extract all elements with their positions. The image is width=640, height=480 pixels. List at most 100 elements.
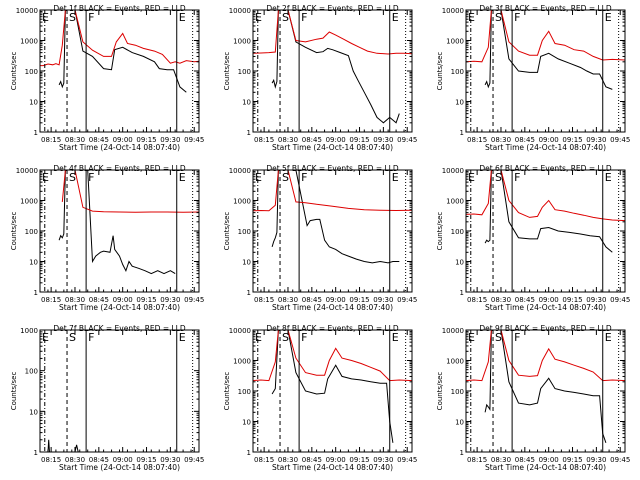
events-line [58,10,187,93]
x-axis-label: Start Time (24-Oct-14 08:07:40) [485,463,606,472]
x-axis-label: Start Time (24-Oct-14 08:07:40) [59,143,180,152]
marker-label: F [514,11,520,24]
panel-title: Det 2f BLACK = Events, RED = LLD [266,4,399,13]
marker-label: F [88,11,94,24]
x-tick-label: 09:45 [397,296,417,304]
x-tick-label: 08:45 [302,456,322,464]
marker-label: S [282,331,289,344]
x-tick-label: 09:30 [586,136,606,144]
y-axis-label: Counts/sec [223,372,231,411]
y-tick-label: 10 [242,259,251,267]
y-axis-label: Counts/sec [223,52,231,91]
y-tick-label: 1 [247,129,251,137]
marker-label: S [69,331,76,344]
marker-label: S [69,11,76,24]
marker-label: S [69,171,76,184]
marker-label: E [468,331,475,344]
x-tick-label: 08:15 [254,296,274,304]
marker-label: F [301,11,307,24]
y-tick-label: 100 [238,228,251,236]
marker-label: F [514,171,520,184]
marker-label: F [88,331,94,344]
y-tick-label: 10000 [442,7,464,15]
y-axis-label: Counts/sec [436,372,444,411]
y-tick-label: 100 [25,368,38,376]
y-tick-label: 10 [455,259,464,267]
marker-label: E [255,11,262,24]
lld-line [253,10,412,55]
lld-line [466,330,625,382]
x-tick-label: 09:15 [562,136,582,144]
lld-line [61,170,199,213]
panel-title: Det 9f BLACK = Events, RED = LLD [479,324,612,333]
y-tick-label: 1000 [446,358,464,366]
x-tick-label: 08:15 [467,136,487,144]
marker-label: E [468,11,475,24]
y-axis-label: Counts/sec [10,212,18,251]
x-tick-label: 09:15 [349,136,369,144]
marker-label: E [605,171,612,184]
x-axis-label: Start Time (24-Oct-14 08:07:40) [272,143,393,152]
y-tick-label: 100 [451,68,464,76]
x-tick-label: 08:45 [515,296,535,304]
panel-title: Det 1f BLACK = Events, RED = LLD [53,4,186,13]
x-tick-label: 08:30 [65,136,85,144]
x-tick-label: 09:30 [160,456,180,464]
x-tick-label: 08:30 [491,136,511,144]
lld-line [466,170,625,222]
y-tick-label: 1 [34,129,38,137]
y-tick-label: 100 [451,388,464,396]
x-tick-label: 08:30 [65,296,85,304]
y-tick-label: 10000 [16,167,38,175]
marker-label: E [42,171,49,184]
x-tick-label: 09:30 [373,136,393,144]
x-tick-label: 09:15 [562,456,582,464]
y-tick-label: 10 [29,259,38,267]
x-tick-label: 09:45 [397,136,417,144]
marker-label: S [282,171,289,184]
x-tick-label: 09:45 [610,136,630,144]
x-tick-label: 09:00 [539,456,559,464]
events-line [271,10,400,124]
x-tick-label: 09:45 [610,296,630,304]
x-tick-label: 08:30 [491,296,511,304]
x-tick-label: 09:00 [326,136,346,144]
x-axis-label: Start Time (24-Oct-14 08:07:40) [485,143,606,152]
x-tick-label: 09:30 [586,296,606,304]
y-tick-label: 10000 [229,327,251,335]
x-tick-label: 09:45 [397,456,417,464]
x-tick-label: 08:45 [89,136,109,144]
marker-label: E [605,331,612,344]
y-axis-label: Counts/sec [436,52,444,91]
plot-frame [39,329,200,453]
x-tick-label: 09:45 [184,136,204,144]
panel-title: Det 5f BLACK = Events, RED = LLD [266,164,399,173]
x-tick-label: 09:15 [349,456,369,464]
marker-label: F [88,171,94,184]
y-tick-label: 1000 [233,38,251,46]
x-tick-label: 09:45 [610,456,630,464]
x-tick-label: 09:30 [586,456,606,464]
x-tick-label: 09:00 [113,136,133,144]
y-tick-label: 1000 [20,327,38,335]
y-tick-label: 10 [455,419,464,427]
lld-line [40,10,199,67]
marker-label: E [255,171,262,184]
y-tick-label: 1000 [446,198,464,206]
y-tick-label: 1 [460,449,464,457]
y-axis-label: Counts/sec [10,52,18,91]
y-tick-label: 10000 [16,7,38,15]
y-tick-label: 10 [242,99,251,107]
y-tick-label: 1000 [233,358,251,366]
y-tick-label: 1000 [233,198,251,206]
marker-label: E [255,331,262,344]
x-axis-label: Start Time (24-Oct-14 08:07:40) [59,303,180,312]
y-axis-label: Counts/sec [10,372,18,411]
x-tick-label: 09:15 [349,296,369,304]
y-tick-label: 100 [238,68,251,76]
